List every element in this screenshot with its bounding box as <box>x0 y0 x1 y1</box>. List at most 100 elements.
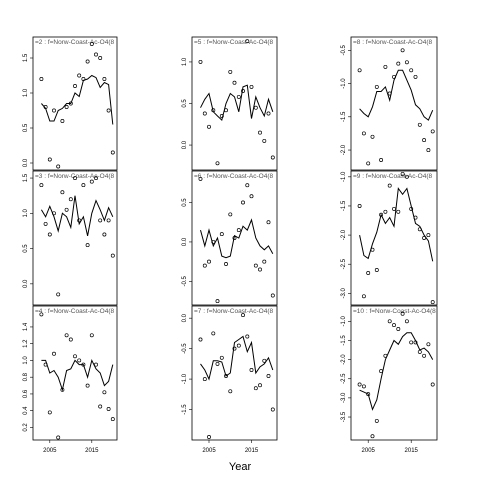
panel-6: =9 : f=Norw-Coast-Ac-O4(8 -3.0 -2.5 -2.0 -1.… <box>341 170 438 306</box>
data-point <box>392 206 396 211</box>
data-point <box>253 386 258 391</box>
data-point <box>68 337 73 342</box>
data-point <box>39 77 44 81</box>
data-point <box>110 253 115 258</box>
data-point <box>56 292 61 297</box>
data-point <box>241 200 245 205</box>
data-point <box>215 161 220 166</box>
data-point <box>73 176 77 181</box>
data-point <box>215 361 220 366</box>
data-point <box>409 206 414 211</box>
data-point <box>241 89 245 93</box>
data-point <box>98 218 103 223</box>
data-point <box>379 212 384 217</box>
data-point <box>43 362 48 367</box>
y-tick-label: -1.5 <box>341 111 347 122</box>
y-tick-label: -0.5 <box>182 276 188 287</box>
data-point <box>73 354 77 359</box>
data-point <box>387 183 392 188</box>
y-tick-label: 1.5 <box>23 53 29 62</box>
y-tick-label: -0.5 <box>341 44 347 55</box>
data-point <box>383 64 388 69</box>
y-tick-label: 1.2 <box>23 339 29 348</box>
y-tick-label: 1.0 <box>23 208 29 217</box>
data-point <box>198 176 203 181</box>
panel-label: =4 : f=Norw-Coast-Ac-O4(8 <box>35 308 114 315</box>
data-point <box>64 333 69 338</box>
data-point <box>236 228 241 233</box>
data-point <box>430 129 435 134</box>
data-point <box>361 294 366 299</box>
data-point <box>417 122 422 127</box>
data-point <box>219 355 224 360</box>
data-point <box>392 74 396 79</box>
y-tick-label: 0.5 <box>182 99 188 108</box>
panel-1: =2 : f=Norw-Coast-Ac-O4(8 0.0 0.5 1.0 1.5 <box>23 36 118 171</box>
y-tick-label: 0.0 <box>23 158 29 167</box>
y-tick-label: -1.5 <box>341 335 347 346</box>
y-tick-label: -1.5 <box>182 404 188 415</box>
data-point <box>68 197 73 202</box>
panel-frame <box>191 36 278 171</box>
data-point <box>207 435 211 439</box>
data-point <box>106 407 111 411</box>
data-point <box>413 215 418 220</box>
data-point <box>400 171 405 176</box>
data-point <box>60 387 65 392</box>
data-point <box>102 390 107 395</box>
data-point <box>77 358 82 363</box>
panel-frame <box>350 36 438 171</box>
data-point <box>357 68 362 73</box>
y-tick-label: 1.0 <box>182 57 188 66</box>
data-point <box>409 340 414 345</box>
panel-frame <box>32 36 118 171</box>
data-point <box>52 211 56 216</box>
data-point <box>228 69 233 74</box>
y-tick-label: 0.6 <box>23 389 29 398</box>
panel-frame <box>350 170 438 306</box>
data-point <box>258 267 262 272</box>
y-tick-label: 0.0 <box>182 313 188 322</box>
panel-9: =10 : f=Norw-Coast-Ac-O4(8 -3.5 -3.0 -2.5 -2… <box>341 305 438 454</box>
data-point <box>202 263 207 268</box>
data-point <box>52 351 56 356</box>
x-tick-label: 2005 <box>362 448 376 454</box>
data-point <box>400 311 405 316</box>
data-point <box>366 161 371 166</box>
data-point <box>379 158 384 162</box>
panel-2: =5 : f=Norw-Coast-Ac-O4(8 0.0 0.5 1.0 <box>182 36 278 171</box>
data-point <box>258 130 262 135</box>
panel-label: =10 : f=Norw-Coast-Ac-O4(8 <box>353 308 436 315</box>
fit-line <box>41 74 114 125</box>
data-point <box>404 60 409 65</box>
data-point <box>228 389 233 394</box>
data-point <box>94 176 98 181</box>
data-point <box>245 39 250 44</box>
y-tick-label: -1.0 <box>341 78 347 89</box>
y-tick-label: -3.0 <box>341 288 347 299</box>
data-point <box>262 358 267 363</box>
data-point <box>370 247 375 252</box>
x-tick-label: 2015 <box>405 448 419 454</box>
data-point <box>102 77 107 81</box>
data-point <box>89 179 94 184</box>
data-point <box>232 236 237 240</box>
data-point <box>94 52 98 57</box>
fit-line <box>200 218 274 259</box>
data-point <box>413 74 418 79</box>
data-point <box>404 319 409 324</box>
data-point <box>413 340 418 345</box>
data-point <box>396 209 401 214</box>
data-point <box>426 342 431 347</box>
data-point <box>396 327 401 331</box>
data-point <box>198 337 203 342</box>
data-point <box>224 108 228 113</box>
fit-line <box>200 84 274 122</box>
data-point <box>94 362 98 367</box>
data-point <box>224 262 228 266</box>
data-point <box>43 221 48 226</box>
panel-frame <box>191 305 278 441</box>
data-point <box>258 383 262 388</box>
y-tick-label: 1.4 <box>23 322 29 331</box>
data-point <box>387 91 392 96</box>
